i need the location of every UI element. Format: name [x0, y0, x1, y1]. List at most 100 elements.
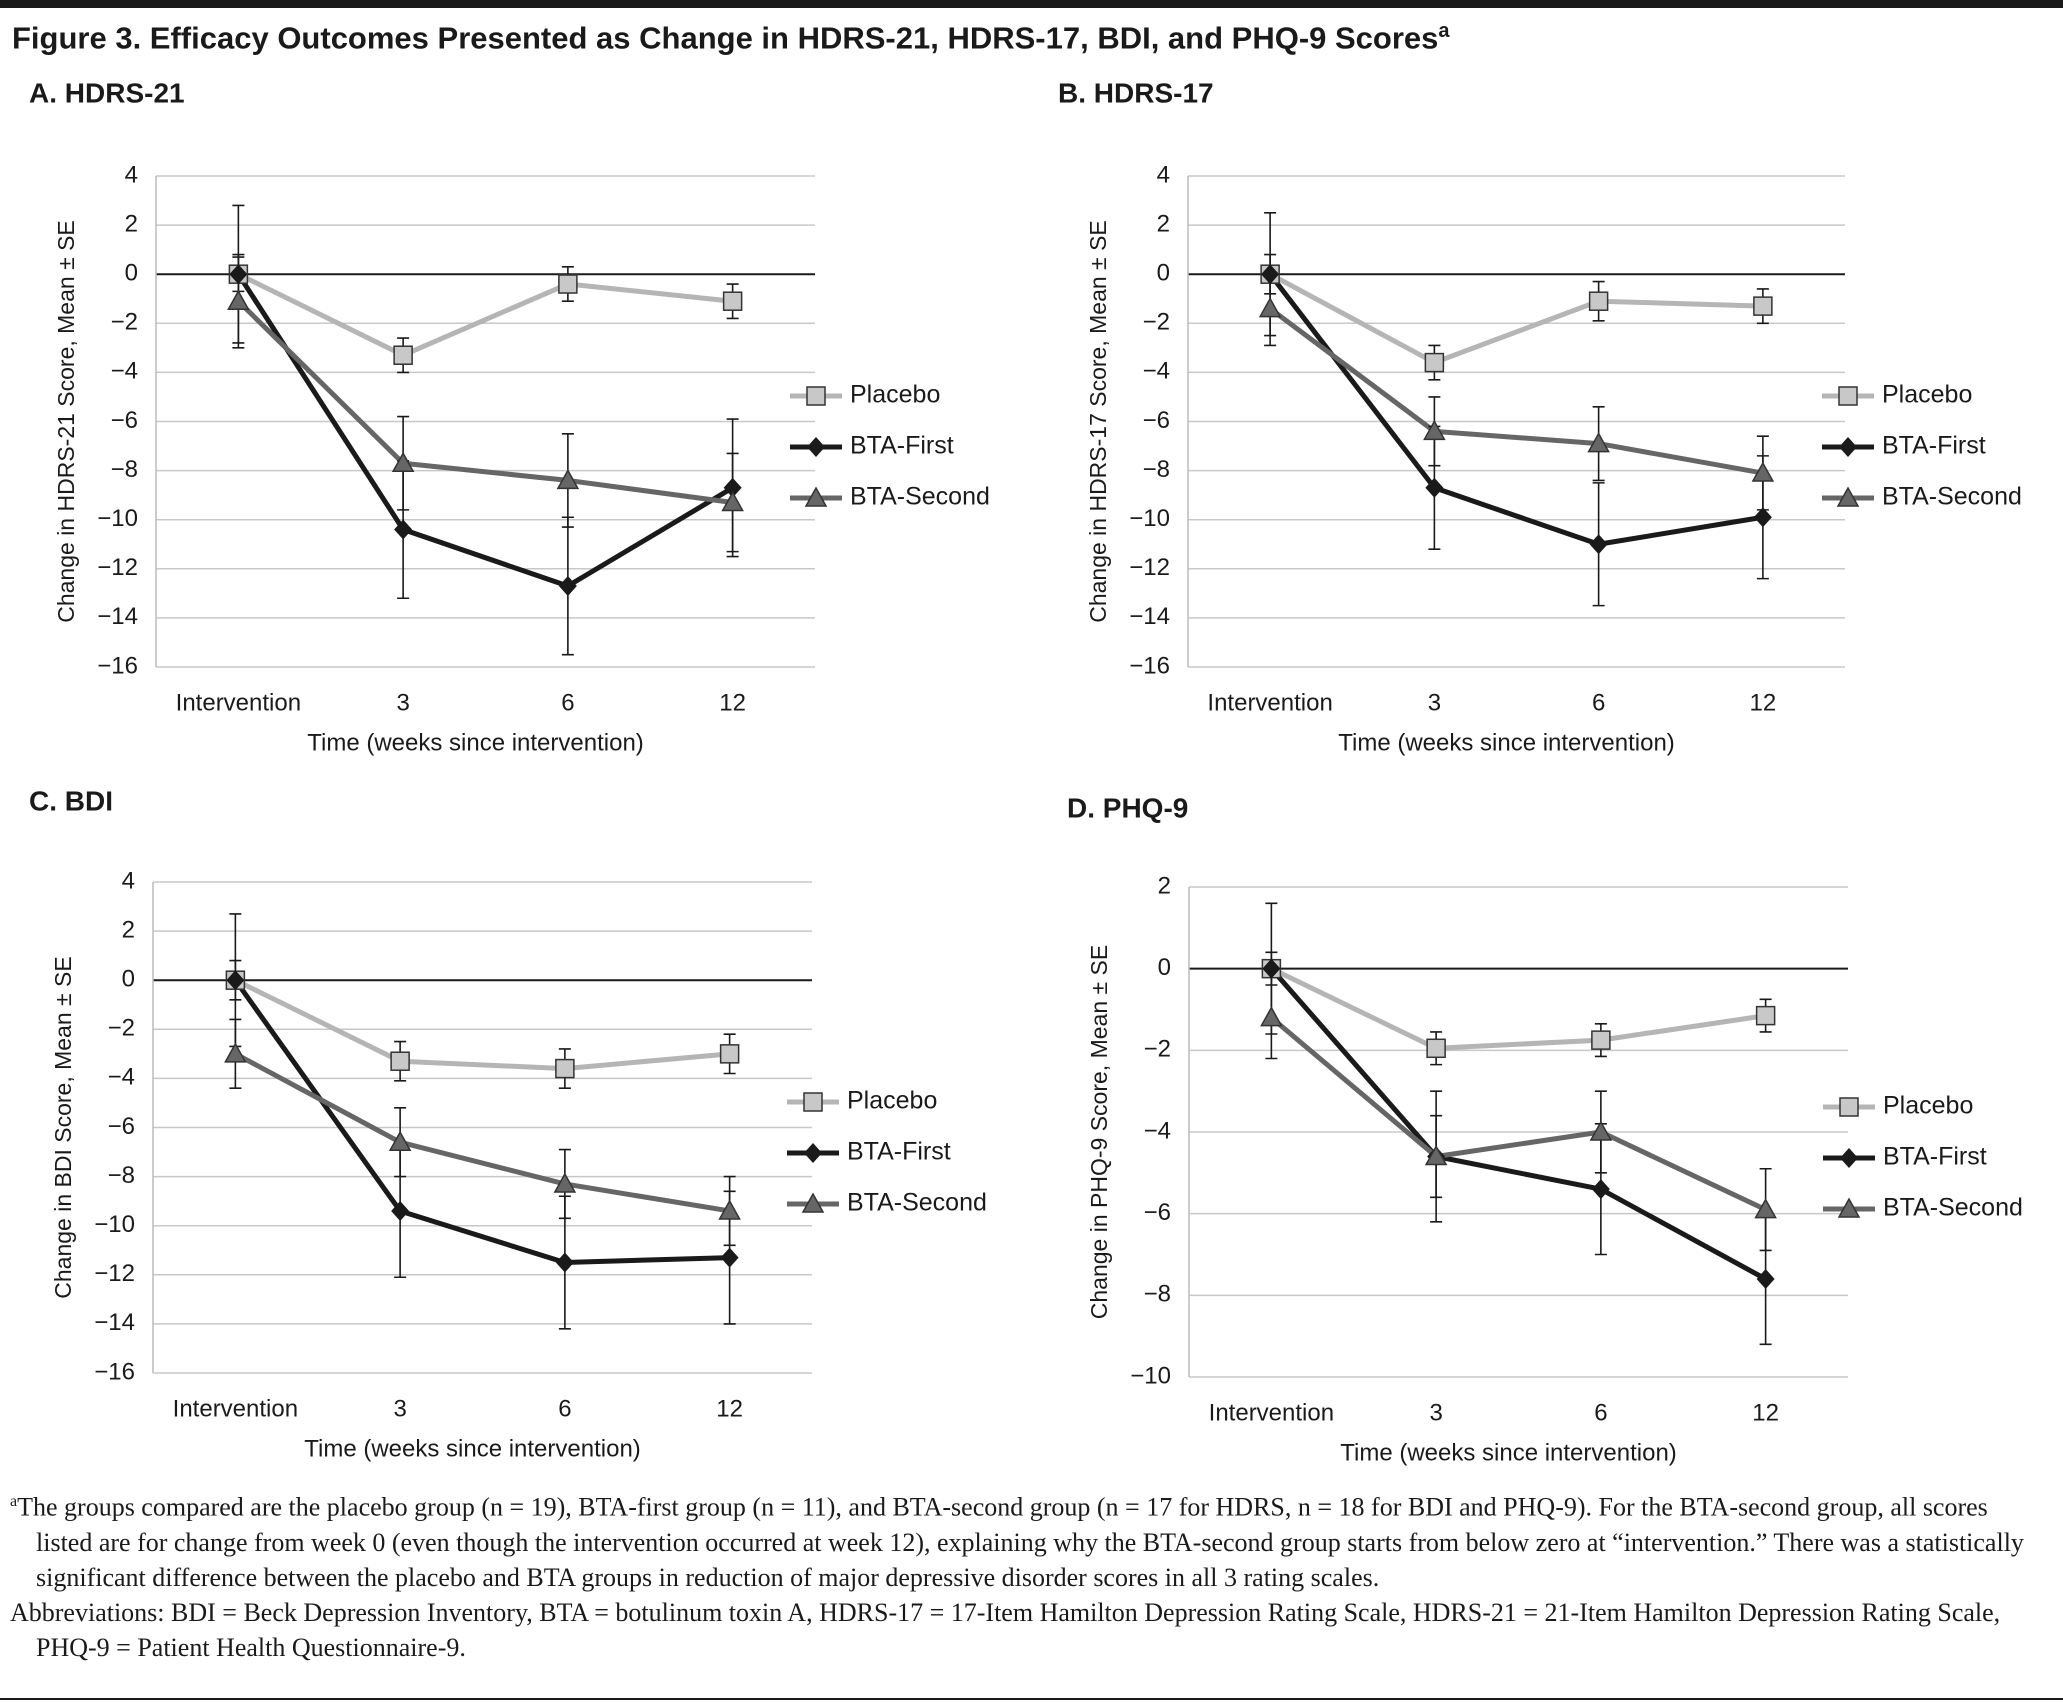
marker-diamond	[723, 477, 742, 498]
x-tick-label: Intervention	[1207, 689, 1332, 716]
marker-triangle	[718, 1199, 741, 1220]
top-rule	[0, 0, 2063, 8]
legend-label: BTA-Second	[1882, 483, 2022, 511]
y-tick-label: −2	[111, 309, 138, 336]
panel-title: A. HDRS-21	[29, 77, 185, 108]
y-axis-label: Change in HDRS-21 Score, Mean ± SE	[53, 220, 79, 623]
x-tick-label: 12	[719, 689, 746, 716]
y-tick-label: 0	[1157, 260, 1170, 287]
y-tick-label: 4	[122, 867, 135, 894]
figure-title: Figure 3. Efficacy Outcomes Presented as…	[12, 20, 1450, 56]
marker-triangle	[227, 289, 250, 310]
series-line	[1268, 306, 1764, 476]
legend-marker	[1839, 1097, 1859, 1117]
x-axis-label: Time (weeks since intervention)	[1340, 1439, 1677, 1466]
marker-diamond	[394, 519, 413, 540]
legend-label: Placebo	[1883, 1092, 1973, 1120]
y-tick-label: −2	[1143, 309, 1170, 336]
abbreviations: Abbreviations: BDI = Beck Depression Inv…	[10, 1597, 2001, 1662]
marker-square	[719, 1044, 740, 1064]
y-tick-label: −16	[94, 1358, 135, 1385]
title-superscript: a	[1438, 20, 1450, 42]
y-tick-label: −14	[94, 1309, 135, 1336]
legend-marker	[1839, 437, 1857, 457]
marker-square	[390, 1051, 410, 1071]
legend-label: Placebo	[1882, 381, 1972, 409]
series-line	[1270, 966, 1766, 1051]
marker-triangle	[1424, 1144, 1448, 1166]
footnotes: aThe groups compared are the placebo gro…	[10, 1484, 2050, 1665]
x-axis-label: Time (weeks since intervention)	[1338, 729, 1675, 756]
marker-triangle	[1423, 419, 1446, 441]
y-tick-label: −2	[1144, 1036, 1171, 1063]
legend-label: Placebo	[850, 381, 940, 409]
x-axis-label: Time (weeks since intervention)	[304, 1435, 641, 1462]
y-tick-label: −10	[97, 505, 138, 532]
y-tick-label: −4	[108, 1064, 135, 1091]
y-tick-label: 2	[125, 210, 138, 237]
x-tick-label: 12	[716, 1395, 743, 1422]
legend-marker	[803, 1092, 823, 1112]
x-tick-label: 12	[1750, 689, 1777, 716]
y-tick-label: 0	[125, 260, 138, 287]
x-tick-label: Intervention	[173, 1395, 298, 1422]
marker-triangle	[224, 1042, 247, 1063]
x-tick-label: 3	[1428, 689, 1441, 716]
x-tick-label: Intervention	[176, 689, 301, 716]
series-line	[1269, 967, 1767, 1282]
series-line	[236, 272, 734, 589]
y-tick-label: −14	[97, 603, 138, 630]
marker-triangle	[556, 468, 580, 490]
x-tick-label: 3	[396, 689, 409, 716]
marker-triangle	[1258, 297, 1282, 318]
y-tick-label: −8	[1144, 1281, 1171, 1308]
y-tick-label: −10	[1130, 1362, 1171, 1389]
legend-marker	[804, 1143, 822, 1163]
marker-triangle	[721, 490, 744, 512]
marker-triangle	[1754, 1198, 1777, 1219]
legend-label: BTA-First	[847, 1138, 951, 1166]
y-tick-label: −4	[1143, 358, 1170, 385]
marker-square	[1591, 1030, 1611, 1050]
marker-square	[1588, 291, 1609, 311]
title-text: Figure 3. Efficacy Outcomes Presented as…	[12, 20, 1439, 56]
marker-diamond	[720, 1247, 739, 1268]
legend-marker	[804, 486, 828, 507]
y-tick-label: 4	[125, 161, 138, 188]
y-tick-label: −12	[1129, 554, 1170, 581]
y-tick-label: 0	[122, 966, 135, 993]
marker-diamond	[1756, 1269, 1775, 1289]
x-tick-label: 6	[1594, 1399, 1607, 1426]
x-tick-label: 12	[1752, 1399, 1779, 1426]
series-line	[233, 978, 730, 1266]
y-tick-label: −6	[1143, 407, 1170, 434]
series-line	[234, 977, 730, 1072]
marker-square	[558, 274, 578, 294]
panel-title: C. BDI	[29, 785, 113, 816]
y-axis-label: Change in PHQ-9 Score, Mean ± SE	[1086, 945, 1112, 1319]
marker-triangle	[1587, 432, 1610, 453]
y-tick-label: 2	[122, 916, 135, 943]
panel: A. HDRS-21 −16 −14 −12 −10 −8 −6 −4 −2 0 2 4 Interve…	[29, 77, 990, 756]
y-tick-label: −10	[94, 1211, 135, 1238]
legend-label: Placebo	[847, 1087, 937, 1115]
y-tick-label: −8	[1143, 456, 1170, 483]
marker-triangle	[1751, 461, 1775, 482]
marker-diamond	[555, 1252, 574, 1273]
x-tick-label: 3	[1429, 1399, 1442, 1426]
x-tick-label: 6	[1592, 689, 1605, 716]
footnote-marker: a	[10, 1493, 18, 1510]
legend-marker	[1836, 486, 1860, 507]
legend-label: BTA-Second	[1883, 1194, 2023, 1222]
x-tick-label: 3	[393, 1395, 406, 1422]
panel: B. HDRS-17 −16 −14 −12 −10 −8 −6 −4 −2 0 2 4 Interve…	[1058, 77, 2022, 756]
x-tick-label: 6	[558, 1395, 571, 1422]
marker-square	[1426, 1038, 1446, 1059]
y-tick-label: 0	[1158, 954, 1171, 981]
y-axis-label: Change in BDI Score, Mean ± SE	[50, 956, 76, 1298]
marker-diamond	[1261, 264, 1280, 285]
marker-square	[1753, 296, 1773, 316]
legend-marker	[1838, 386, 1858, 406]
legend-marker	[807, 437, 825, 457]
bottom-rule	[0, 1698, 2063, 1700]
